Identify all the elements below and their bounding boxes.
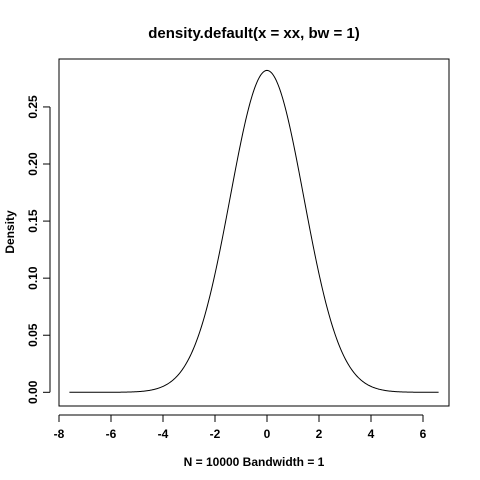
y-tick-label: 0.25 xyxy=(26,95,40,119)
x-tick-label: 2 xyxy=(316,427,323,441)
x-tick-label: 6 xyxy=(420,427,427,441)
density-curve xyxy=(69,69,439,393)
chart-title: density.default(x = xx, bw = 1) xyxy=(148,25,359,42)
x-tick-label: -4 xyxy=(158,427,169,441)
y-tick-label: 0.15 xyxy=(26,209,40,233)
x-tick-label: -6 xyxy=(106,427,117,441)
x-tick-label: 4 xyxy=(368,427,375,441)
x-tick-label: -8 xyxy=(54,427,65,441)
y-tick-label: 0.10 xyxy=(26,266,40,290)
x-tick-label: 0 xyxy=(264,427,271,441)
y-tick-label: 0.05 xyxy=(26,323,40,347)
x-tick-label: -2 xyxy=(210,427,221,441)
y-axis-label: Density xyxy=(3,210,17,254)
y-axis: 0.00 0.05 0.10 0.15 0.20 0.25 xyxy=(26,95,51,404)
plot-frame xyxy=(58,58,450,407)
x-axis-label: N = 10000 Bandwidth = 1 xyxy=(184,455,325,469)
y-tick-label: 0.00 xyxy=(26,380,40,404)
y-tick-label: 0.20 xyxy=(26,152,40,176)
x-axis: -8 -6 -4 -2 0 2 4 6 xyxy=(54,414,427,441)
